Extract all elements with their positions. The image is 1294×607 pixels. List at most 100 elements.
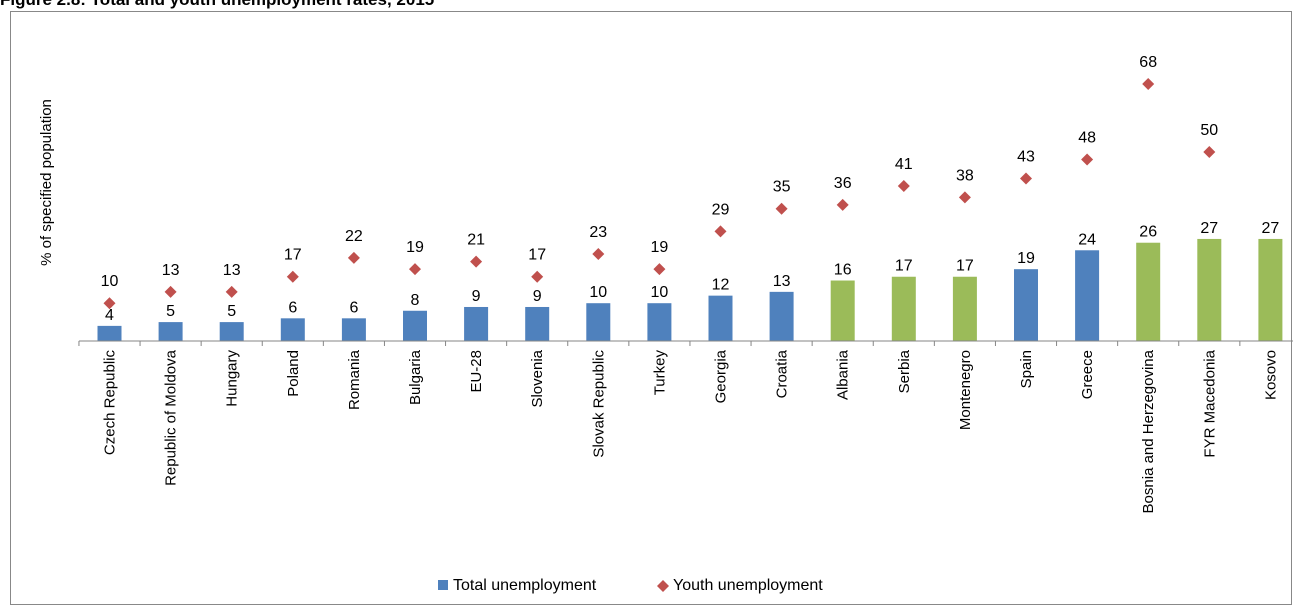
bar-total-unemployment (158, 322, 183, 341)
bar-value-label: 6 (349, 299, 358, 316)
marker-value-label: 68 (1139, 54, 1157, 71)
marker-value-label: 10 (101, 273, 119, 290)
x-tick-label: Bulgaria (407, 349, 424, 405)
marker-youth-unemployment (347, 251, 360, 264)
x-tick-label: EU-28 (468, 350, 485, 393)
x-tick-label: Serbia (896, 349, 913, 393)
bar-total-unemployment (280, 318, 305, 341)
marker-youth-unemployment (958, 191, 971, 204)
bar-total-unemployment (1197, 238, 1222, 341)
marker-value-label: 22 (345, 228, 363, 245)
bar-total-unemployment (708, 295, 733, 341)
bar-total-unemployment (830, 280, 855, 341)
bar-value-label: 19 (1017, 250, 1035, 267)
bar-value-label: 17 (895, 258, 913, 275)
legend-swatch-youth-unemployment (657, 580, 669, 592)
marker-youth-unemployment (470, 255, 483, 268)
marker-youth-unemployment (775, 202, 788, 215)
bar-total-unemployment (219, 322, 244, 341)
marker-value-label: 21 (467, 232, 485, 249)
bar-value-label: 12 (712, 277, 730, 294)
chart-area: % of specified population 4 5 5 6 6 8 9 9 10 10 12… (10, 11, 1293, 605)
bar-value-label: 4 (105, 307, 114, 324)
bar-value-label: 26 (1139, 224, 1157, 241)
bar-total-unemployment (1014, 269, 1038, 341)
marker-youth-unemployment (653, 263, 666, 276)
bar-total-unemployment (1075, 250, 1100, 341)
bar-total-unemployment (1136, 242, 1161, 341)
bar-value-label: 5 (227, 303, 236, 320)
x-tick-label: Spain (1018, 350, 1035, 388)
bar-total-unemployment (891, 276, 916, 341)
bar-value-label: 5 (166, 303, 175, 320)
bar-value-label: 13 (773, 273, 791, 290)
bar-total-unemployment (341, 318, 366, 341)
marker-value-label: 43 (1017, 148, 1035, 165)
bar-value-label: 9 (472, 288, 481, 305)
marker-value-label: 19 (406, 239, 424, 256)
bar-value-label: 10 (651, 284, 669, 301)
marker-value-label: 41 (895, 156, 913, 173)
marker-value-label: 48 (1078, 130, 1096, 147)
figure-title: Figure 2.8: Total and youth unemployment… (0, 0, 434, 11)
bar-value-label: 8 (411, 292, 420, 309)
bar-total-unemployment (586, 303, 611, 341)
x-tick-label: FYR Macedonia (1201, 349, 1218, 457)
bar-value-label: 10 (589, 284, 607, 301)
marker-value-label: 17 (528, 247, 546, 264)
bar-total-unemployment (525, 306, 550, 341)
marker-youth-unemployment (1203, 146, 1216, 158)
marker-value-label: 35 (773, 179, 791, 196)
bar-value-label: 17 (956, 258, 974, 275)
marker-value-label: 50 (1200, 122, 1218, 139)
marker-youth-unemployment (1020, 172, 1032, 185)
x-tick-label: Czech Republic (102, 350, 119, 456)
bar-value-label: 16 (834, 262, 852, 279)
marker-value-label: 29 (712, 201, 730, 218)
x-tick-label: Romania (346, 349, 363, 410)
marker-value-label: 36 (834, 175, 852, 192)
marker-value-label: 13 (162, 262, 180, 279)
marker-youth-unemployment (1142, 77, 1155, 90)
bar-total-unemployment (403, 310, 427, 341)
bar-total-unemployment (769, 291, 794, 341)
legend-label-total-unemployment: Total unemployment (453, 577, 597, 594)
legend-label-youth-unemployment: Youth unemployment (673, 577, 823, 594)
marker-youth-unemployment (531, 270, 544, 283)
marker-youth-unemployment (897, 180, 910, 193)
bar-total-unemployment (464, 306, 489, 341)
marker-youth-unemployment (164, 285, 177, 298)
x-tick-label: Croatia (774, 349, 791, 398)
x-tick-label: Kosovo (1262, 350, 1279, 400)
marker-value-label: 23 (589, 224, 607, 241)
marker-youth-unemployment (286, 270, 299, 283)
x-tick-label: Greece (1079, 350, 1096, 399)
x-tick-label: Montenegro (957, 350, 974, 430)
unemployment-chart: % of specified population 4 5 5 6 6 8 9 9 10 10 12… (38, 54, 1293, 594)
x-tick-label: Slovenia (529, 349, 546, 407)
marker-youth-unemployment (836, 198, 849, 211)
bar-value-label: 27 (1262, 220, 1280, 237)
marker-value-label: 13 (223, 262, 241, 279)
bar-value-label: 6 (288, 299, 297, 316)
x-tick-label: Republic of Moldova (163, 349, 180, 486)
y-axis-label: % of specified population (38, 99, 55, 266)
bar-total-unemployment (1258, 238, 1283, 341)
marker-value-label: 38 (956, 167, 974, 184)
x-tick-label: Slovak Republic (590, 350, 607, 458)
marker-youth-unemployment (409, 263, 421, 276)
x-tick-label: Georgia (713, 349, 730, 403)
x-tick-label: Bosnia and Herzegovina (1140, 349, 1157, 513)
bar-total-unemployment (647, 303, 672, 341)
bar-value-label: 27 (1200, 220, 1218, 237)
bar-total-unemployment (97, 325, 122, 341)
bar-value-label: 24 (1078, 231, 1096, 248)
marker-youth-unemployment (1081, 153, 1094, 166)
marker-value-label: 17 (284, 247, 302, 264)
legend-swatch-total-unemployment (438, 580, 448, 590)
x-tick-label: Albania (835, 349, 852, 400)
bar-total-unemployment (952, 276, 977, 341)
marker-value-label: 19 (651, 239, 669, 256)
x-tick-label: Hungary (224, 350, 241, 407)
bar-value-label: 9 (533, 288, 542, 305)
